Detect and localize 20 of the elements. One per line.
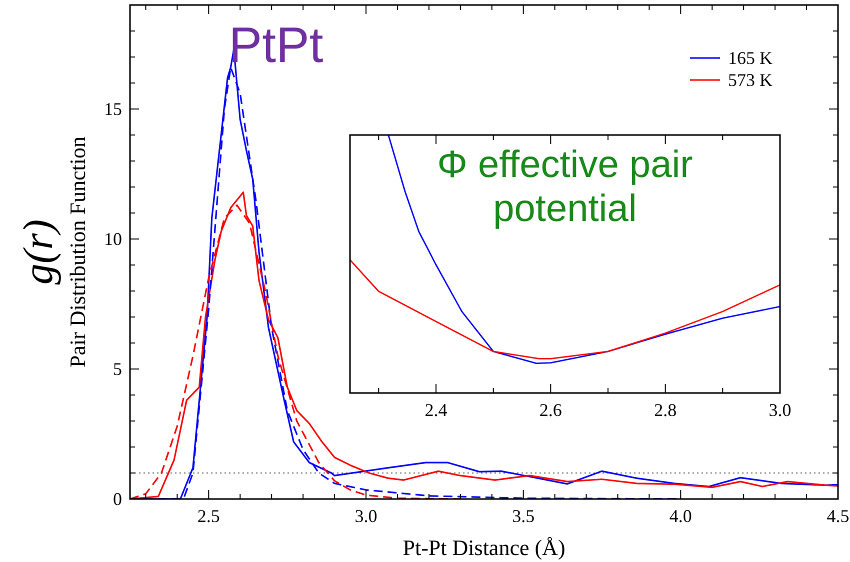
legend-label: 165 K <box>728 48 772 68</box>
y-tick-label: 5 <box>113 359 122 379</box>
x-tick-label: 4.5 <box>826 506 850 526</box>
x-tick-label: 2.8 <box>654 400 677 420</box>
y-tick-label: 15 <box>104 99 122 119</box>
x-tick-label: 3.5 <box>512 506 535 526</box>
x-tick-label: 3.0 <box>768 400 792 420</box>
x-tick-label: 2.4 <box>424 400 448 420</box>
x-tick-label: 2.5 <box>197 506 220 526</box>
y-tick-label: 0 <box>113 489 122 509</box>
y-axis-title: Pair Distribution Function <box>65 136 90 368</box>
text: g(r) <box>16 219 62 285</box>
chart-title: PtPt <box>228 17 324 73</box>
x-tick-label: 4.0 <box>669 506 692 526</box>
text: Φ effective pair potential <box>436 143 694 231</box>
legend-label: 573 K <box>728 70 772 90</box>
x-tick-label: 3.0 <box>354 506 378 526</box>
x-axis-title: Pt-Pt Distance (Å) <box>402 535 566 560</box>
y-tick-label: 10 <box>104 229 122 249</box>
x-tick-label: 2.6 <box>539 400 562 420</box>
